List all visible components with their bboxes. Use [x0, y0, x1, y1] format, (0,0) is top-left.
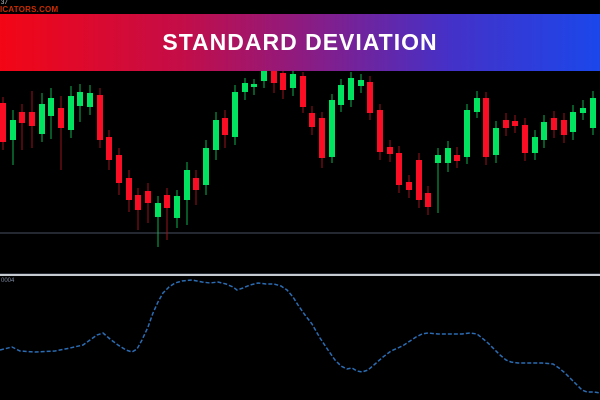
title-banner: STANDARD DEVIATION [0, 14, 600, 71]
separator-line [0, 274, 600, 276]
page-title: STANDARD DEVIATION [162, 29, 438, 55]
separator-shadow [0, 273, 600, 274]
indicator-value-label: 0004 [1, 278, 15, 284]
stddev-line-chart [0, 279, 600, 394]
panel-separator [0, 273, 600, 276]
chart-corner-label: 37 [1, 0, 8, 6]
indicator-panel: 0004 [0, 276, 600, 400]
price-chart-panel [0, 71, 600, 273]
top-bar: 37 ICATORS.COM [0, 0, 600, 14]
candlestick-chart [0, 71, 600, 247]
watermark-text: ICATORS.COM [0, 5, 59, 14]
